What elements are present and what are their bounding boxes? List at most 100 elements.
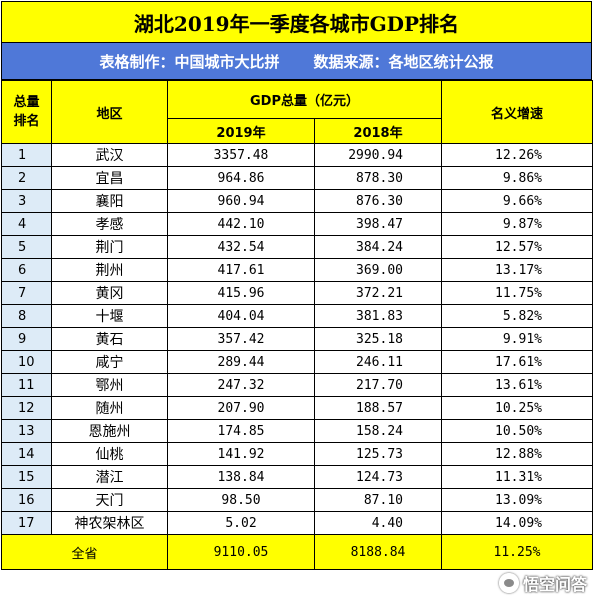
gdp-2018-cell: 876.30 (314, 189, 442, 213)
gdp-2019-cell: 415.96 (167, 281, 315, 305)
table-row: 15 潜江 138.84 124.73 11.31% (1, 465, 593, 489)
rank-cell: 13 (1, 419, 52, 443)
growth-cell: 9.87% (441, 212, 593, 236)
total-row: 全省 9110.05 8188.84 11.25% (1, 534, 593, 570)
table-row: 12 随州 207.90 188.57 10.25% (1, 396, 593, 420)
rank-header-line2: 排名 (13, 114, 40, 129)
city-cell: 随州 (51, 396, 168, 420)
rank-cell: 12 (1, 396, 52, 420)
rank-cell: 1 (1, 143, 52, 167)
gdp-table: 总量 排名 地区 GDP总量（亿元） 名义增速 2019年 2018年 1 武汉… (1, 80, 593, 570)
rank-cell: 6 (1, 258, 52, 282)
watermark-text: 悟空问答 (522, 575, 587, 594)
growth-cell: 9.91% (441, 327, 593, 351)
rank-cell: 8 (1, 304, 52, 328)
gdp-2019-cell: 141.92 (167, 442, 315, 466)
rank-cell: 5 (1, 235, 52, 259)
gdp-2019-cell: 5.02 (167, 511, 315, 535)
gdp-2019-cell: 357.42 (167, 327, 315, 351)
table-row: 9 黄石 357.42 325.18 9.91% (1, 327, 593, 351)
made-by-label: 表格制作：中国城市大比拼 (99, 52, 280, 71)
table-row: 14 仙桃 141.92 125.73 12.88% (1, 442, 593, 466)
table-row: 6 荆州 417.61 369.00 13.17% (1, 258, 593, 282)
city-cell: 黄石 (51, 327, 168, 351)
total-label-cell: 全省 (1, 534, 168, 570)
total-gdp-2018-cell: 8188.84 (314, 534, 442, 570)
table-row: 11 鄂州 247.32 217.70 13.61% (1, 373, 593, 397)
gdp-2018-cell: 246.11 (314, 350, 442, 374)
city-cell: 潜江 (51, 465, 168, 489)
gdp-2018-cell: 87.10 (314, 488, 442, 512)
year-2019-header: 2019年 (167, 118, 315, 144)
growth-header: 名义增速 (441, 80, 593, 144)
gdp-2018-cell: 372.21 (314, 281, 442, 305)
gdp-2019-cell: 98.50 (167, 488, 315, 512)
growth-cell: 11.75% (441, 281, 593, 305)
gdp-2018-cell: 2990.94 (314, 143, 442, 167)
table-row: 1 武汉 3357.48 2990.94 12.26% (1, 143, 593, 167)
growth-cell: 12.57% (441, 235, 593, 259)
gdp-2019-cell: 289.44 (167, 350, 315, 374)
gdp-2018-cell: 125.73 (314, 442, 442, 466)
rank-cell: 3 (1, 189, 52, 213)
gdp-2019-cell: 417.61 (167, 258, 315, 282)
gdp-2019-cell: 207.90 (167, 396, 315, 420)
rank-header: 总量 排名 (1, 80, 52, 144)
table-row: 7 黄冈 415.96 372.21 11.75% (1, 281, 593, 305)
table-row: 5 荆门 432.54 384.24 12.57% (1, 235, 593, 259)
region-header: 地区 (51, 80, 168, 144)
table-row: 13 恩施州 174.85 158.24 10.50% (1, 419, 593, 443)
subtitle-bar: 表格制作：中国城市大比拼 数据来源：各地区统计公报 (1, 43, 592, 80)
gdp-2019-cell: 442.10 (167, 212, 315, 236)
rank-cell: 11 (1, 373, 52, 397)
table-row: 8 十堰 404.04 381.83 5.82% (1, 304, 593, 328)
gdp-2019-cell: 3357.48 (167, 143, 315, 167)
table-row: 4 孝感 442.10 398.47 9.87% (1, 212, 593, 236)
gdp-2019-cell: 964.86 (167, 166, 315, 190)
city-cell: 天门 (51, 488, 168, 512)
rank-cell: 17 (1, 511, 52, 535)
table-row: 17 神农架林区 5.02 4.40 14.09% (1, 511, 593, 535)
city-cell: 襄阳 (51, 189, 168, 213)
growth-cell: 14.09% (441, 511, 593, 535)
gdp-2018-cell: 381.83 (314, 304, 442, 328)
gdp-2019-cell: 138.84 (167, 465, 315, 489)
data-source-label: 数据来源：各地区统计公报 (313, 52, 494, 71)
city-cell: 武汉 (51, 143, 168, 167)
growth-cell: 13.17% (441, 258, 593, 282)
total-growth-cell: 11.25% (441, 534, 593, 570)
growth-cell: 13.09% (441, 488, 593, 512)
page-title: 湖北2019年一季度各城市GDP排名 (1, 1, 592, 43)
rank-header-line1: 总量 (13, 95, 40, 110)
city-cell: 仙桃 (51, 442, 168, 466)
gdp-2018-cell: 384.24 (314, 235, 442, 259)
growth-cell: 9.86% (441, 166, 593, 190)
gdp-2018-cell: 398.47 (314, 212, 442, 236)
gdp-2019-cell: 404.04 (167, 304, 315, 328)
growth-cell: 5.82% (441, 304, 593, 328)
chat-bubble-icon (498, 573, 519, 593)
table-row: 16 天门 98.50 87.10 13.09% (1, 488, 593, 512)
gdp-2018-cell: 124.73 (314, 465, 442, 489)
growth-cell: 10.25% (441, 396, 593, 420)
city-cell: 咸宁 (51, 350, 168, 374)
total-gdp-2019-cell: 9110.05 (167, 534, 315, 570)
table-row: 10 咸宁 289.44 246.11 17.61% (1, 350, 593, 374)
city-cell: 荆州 (51, 258, 168, 282)
gdp-2018-cell: 4.40 (314, 511, 442, 535)
gdp-2018-cell: 369.00 (314, 258, 442, 282)
gdp-2019-cell: 960.94 (167, 189, 315, 213)
rank-cell: 10 (1, 350, 52, 374)
gdp-2018-cell: 217.70 (314, 373, 442, 397)
city-cell: 神农架林区 (51, 511, 168, 535)
rank-cell: 9 (1, 327, 52, 351)
watermark: 悟空问答 (498, 571, 587, 595)
growth-cell: 10.50% (441, 419, 593, 443)
city-cell: 恩施州 (51, 419, 168, 443)
rank-cell: 15 (1, 465, 52, 489)
gdp-2019-cell: 174.85 (167, 419, 315, 443)
gdp-total-header: GDP总量（亿元） (167, 80, 442, 119)
city-cell: 荆门 (51, 235, 168, 259)
city-cell: 鄂州 (51, 373, 168, 397)
